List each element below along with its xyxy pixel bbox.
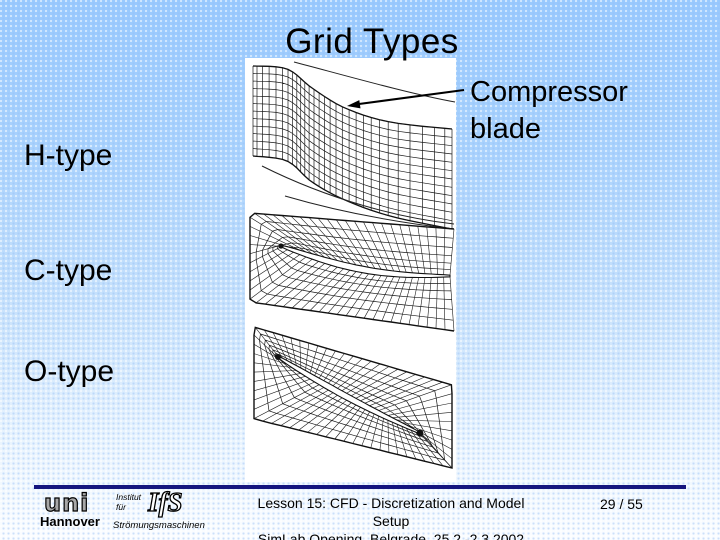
annotation-arrow xyxy=(347,89,465,109)
label-c-type: C-type xyxy=(24,254,113,287)
institute-line2: für xyxy=(116,502,126,512)
blade-surface-curves xyxy=(261,61,456,230)
footer-line2: SimLab Opening, Belgrade, 25.2.-2.3.2002 xyxy=(257,531,525,540)
uni-hannover-logo: uni xyxy=(43,489,90,517)
page-number: 29 / 55 xyxy=(600,496,643,512)
uni-hannover-label: Hannover xyxy=(40,514,100,529)
footer-text: Lesson 15: CFD - Discretization and Mode… xyxy=(238,494,544,540)
label-h-type: H-type xyxy=(24,139,113,172)
ifs-logo: IfS xyxy=(147,487,183,517)
footer-line1: Lesson 15: CFD - Discretization and Mode… xyxy=(257,495,525,529)
slide-title: Grid Types xyxy=(285,22,459,61)
label-o-type: O-type xyxy=(24,355,115,388)
footer-rule xyxy=(34,485,686,489)
compressor-blade-callout: Compressor blade xyxy=(470,76,628,145)
institute-label: Institut für xyxy=(116,492,141,512)
o-type-grid-figure xyxy=(253,326,453,469)
institute-line3: Strömungsmaschinen xyxy=(113,520,205,531)
c-type-grid-figure xyxy=(249,212,455,332)
institute-line1: Institut xyxy=(116,492,142,502)
h-type-grid-figure xyxy=(252,61,456,230)
